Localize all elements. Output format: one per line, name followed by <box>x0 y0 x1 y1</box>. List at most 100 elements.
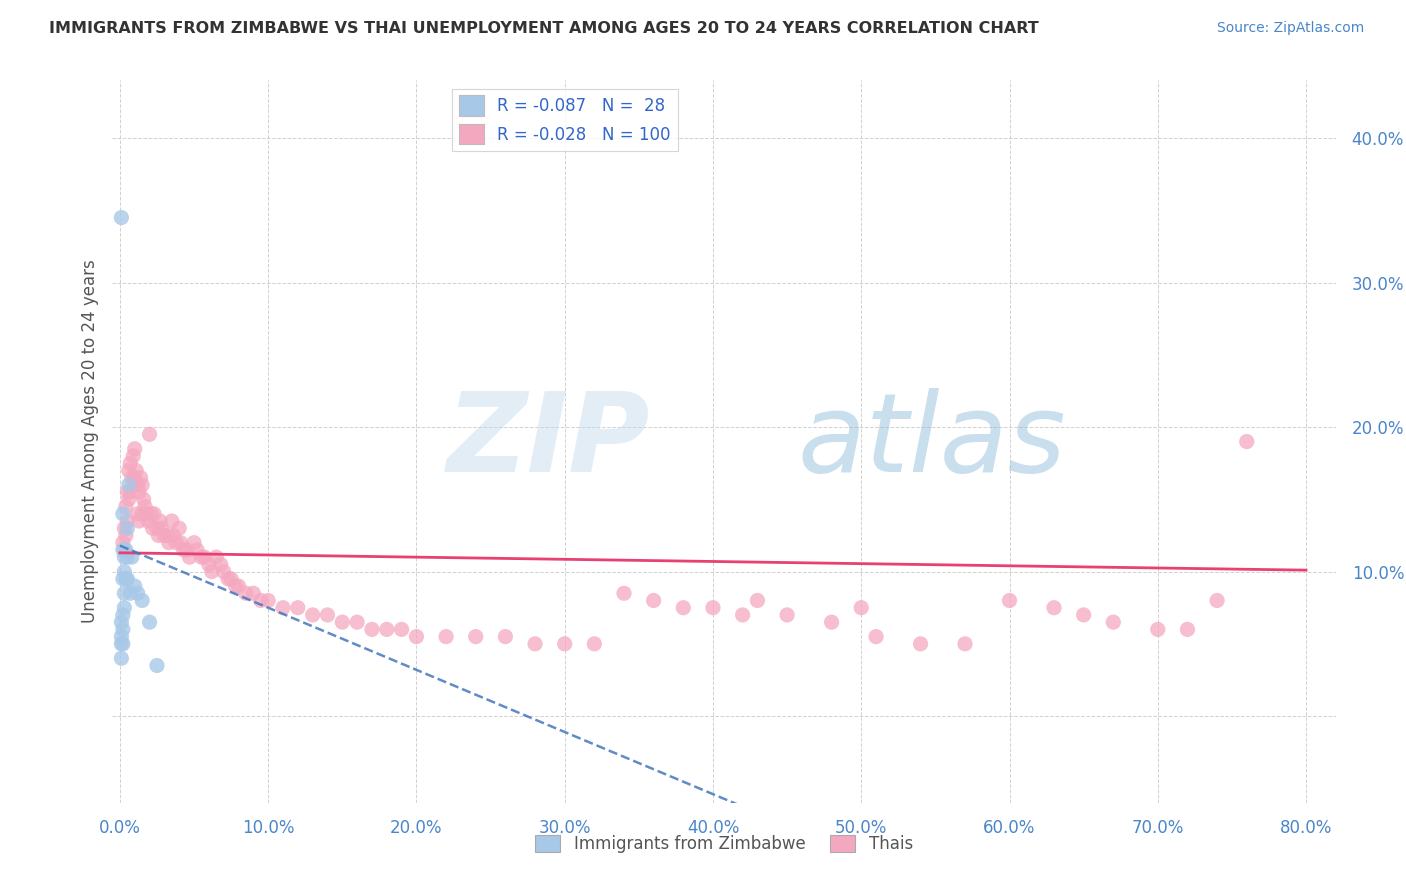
Text: atlas: atlas <box>797 388 1066 495</box>
Point <box>110 651 132 665</box>
Point <box>287 600 309 615</box>
Point <box>235 586 257 600</box>
Point <box>257 593 280 607</box>
Point <box>138 427 160 442</box>
Point <box>361 623 384 637</box>
Point <box>198 558 221 572</box>
Point <box>554 637 576 651</box>
Point <box>120 586 142 600</box>
Point <box>120 456 142 470</box>
Point <box>160 514 183 528</box>
Point <box>173 542 195 557</box>
Point <box>111 535 134 549</box>
Point <box>271 600 294 615</box>
Text: ZIP: ZIP <box>447 388 651 495</box>
Point <box>242 586 264 600</box>
Point <box>122 449 145 463</box>
Point <box>747 593 769 607</box>
Point <box>464 630 486 644</box>
Point <box>910 637 932 651</box>
Point <box>190 550 212 565</box>
Point <box>1236 434 1258 449</box>
Point <box>179 550 201 565</box>
Point <box>114 542 136 557</box>
Legend: Immigrants from Zimbabwe, Thais: Immigrants from Zimbabwe, Thais <box>529 828 920 860</box>
Point <box>114 500 136 514</box>
Point <box>228 579 250 593</box>
Point <box>1146 623 1168 637</box>
Point <box>122 478 145 492</box>
Point <box>110 630 132 644</box>
Point <box>117 521 139 535</box>
Point <box>316 607 339 622</box>
Point <box>201 565 224 579</box>
Point <box>125 463 148 477</box>
Point <box>114 572 136 586</box>
Point <box>117 550 139 565</box>
Point <box>129 470 152 484</box>
Point <box>112 550 135 565</box>
Point <box>111 507 134 521</box>
Point <box>953 637 976 651</box>
Point <box>391 623 413 637</box>
Point <box>157 535 180 549</box>
Point <box>162 528 184 542</box>
Point <box>121 470 143 484</box>
Point <box>124 442 146 456</box>
Point <box>124 579 146 593</box>
Point <box>131 478 153 492</box>
Point <box>405 630 427 644</box>
Point <box>1206 593 1229 607</box>
Point <box>118 463 141 477</box>
Point <box>111 637 134 651</box>
Point <box>117 485 139 500</box>
Point <box>131 507 153 521</box>
Point <box>851 600 873 615</box>
Point <box>117 572 139 586</box>
Point <box>205 550 228 565</box>
Point <box>1073 607 1095 622</box>
Point <box>110 211 132 225</box>
Point <box>136 514 159 528</box>
Point <box>217 572 239 586</box>
Point <box>131 593 153 607</box>
Point <box>865 630 887 644</box>
Point <box>114 528 136 542</box>
Point <box>118 478 141 492</box>
Point <box>121 550 143 565</box>
Point <box>150 521 173 535</box>
Point <box>110 615 132 630</box>
Point <box>613 586 636 600</box>
Point <box>112 521 135 535</box>
Point <box>672 600 695 615</box>
Point <box>117 514 139 528</box>
Point <box>1102 615 1125 630</box>
Point <box>346 615 368 630</box>
Point <box>434 630 457 644</box>
Point <box>124 470 146 484</box>
Point <box>111 607 134 622</box>
Point <box>776 607 799 622</box>
Point <box>524 637 547 651</box>
Point <box>998 593 1021 607</box>
Point <box>193 550 215 565</box>
Point <box>146 658 169 673</box>
Point <box>583 637 606 651</box>
Point <box>183 535 205 549</box>
Point <box>301 607 323 622</box>
Point <box>156 528 179 542</box>
Point <box>112 586 135 600</box>
Point <box>170 535 193 549</box>
Point <box>494 630 516 644</box>
Point <box>111 623 134 637</box>
Point <box>128 485 150 500</box>
Point <box>111 542 134 557</box>
Point <box>112 600 135 615</box>
Point <box>141 521 163 535</box>
Point <box>120 485 142 500</box>
Point <box>176 542 198 557</box>
Point <box>212 565 235 579</box>
Point <box>143 507 166 521</box>
Y-axis label: Unemployment Among Ages 20 to 24 years: Unemployment Among Ages 20 to 24 years <box>80 260 98 624</box>
Point <box>153 528 176 542</box>
